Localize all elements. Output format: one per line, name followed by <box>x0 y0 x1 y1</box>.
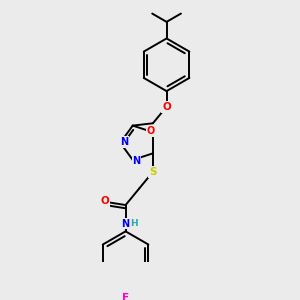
Text: O: O <box>101 196 110 206</box>
Text: O: O <box>162 102 171 112</box>
Text: N: N <box>122 219 130 229</box>
Text: F: F <box>122 293 129 300</box>
Text: H: H <box>130 219 138 228</box>
Text: N: N <box>133 156 141 166</box>
Text: O: O <box>147 126 155 136</box>
Text: S: S <box>149 167 157 177</box>
Text: N: N <box>120 137 128 147</box>
